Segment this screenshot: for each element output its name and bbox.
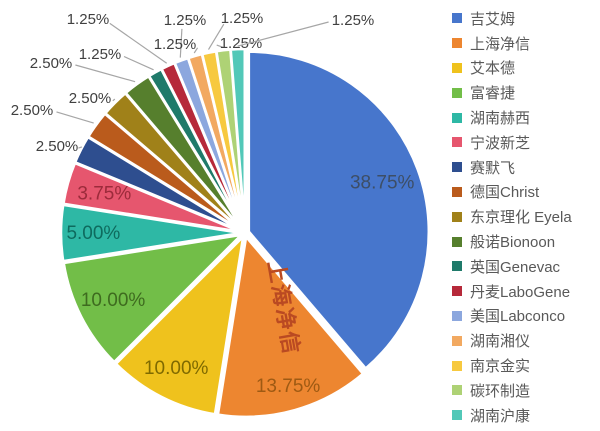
legend-swatch-icon	[452, 13, 462, 24]
leader-line-10	[123, 55, 154, 71]
legend-item-13: 湖南湘仪	[452, 328, 598, 353]
legend-swatch-icon	[452, 335, 462, 346]
legend-swatch-icon	[452, 310, 462, 321]
pie-slice-16	[229, 47, 247, 231]
legend-swatch-icon	[452, 186, 462, 197]
legend-label: 艾本德	[470, 60, 516, 78]
legend-item-14: 南京金实	[452, 353, 598, 378]
legend-label: 吉艾姆	[470, 10, 516, 28]
leader-line-9	[75, 64, 136, 83]
pie-slice-1	[216, 235, 365, 419]
legend-label: 东京理化 Eyela	[470, 209, 572, 227]
legend-item-10: 英国Genevac	[452, 254, 598, 279]
legend-swatch-icon	[452, 112, 462, 123]
legend-item-1: 上海净信	[452, 31, 598, 56]
legend-item-6: 赛默飞	[452, 155, 598, 180]
data-label-inside-0: 38.75%	[350, 172, 415, 193]
legend-label: 美国Labconco	[470, 308, 566, 326]
data-label-outside-12: 1.25%	[164, 12, 207, 29]
legend-label: 富睿捷	[470, 85, 516, 103]
data-label-inside-5: 3.75%	[77, 183, 131, 204]
legend-item-7: 德国Christ	[452, 180, 598, 205]
data-label-outside-14: 1.25%	[221, 10, 264, 27]
legend-label: 湖南湘仪	[470, 333, 531, 351]
data-label-inside-2: 10.00%	[144, 358, 209, 379]
pie-slice-0	[247, 50, 431, 370]
legend-swatch-icon	[452, 360, 462, 371]
data-label-outside-6: 2.50%	[36, 138, 79, 155]
data-label-outside-7: 2.50%	[11, 102, 54, 119]
legend-swatch-icon	[452, 38, 462, 49]
leader-line-12	[179, 28, 183, 58]
legend-item-4: 湖南赫西	[452, 105, 598, 130]
legend-item-12: 美国Labconco	[452, 304, 598, 329]
legend-swatch-icon	[452, 236, 462, 247]
data-label-inside-4: 5.00%	[66, 223, 120, 244]
leader-line-16	[237, 21, 329, 47]
data-label-inside-1: 13.75%	[256, 376, 321, 397]
data-label-outside-15: 1.25%	[220, 35, 263, 52]
data-label-outside-11: 1.25%	[67, 11, 110, 28]
leader-line-8	[112, 98, 116, 102]
legend-swatch-icon	[452, 286, 462, 297]
legend: 吉艾姆上海净信艾本德富睿捷湖南赫西宁波新芝赛默飞德国Christ 东京理化 Eye…	[452, 6, 598, 428]
leader-line-6	[78, 146, 83, 149]
legend-label: 英国Genevac	[470, 258, 561, 276]
legend-label: 上海净信	[470, 35, 531, 53]
leader-line-14	[207, 23, 225, 50]
data-label-outside-16: 1.25%	[332, 12, 375, 29]
legend-item-15: 碳环制造	[452, 378, 598, 403]
legend-item-0: 吉艾姆	[452, 6, 598, 31]
pie-slice-2	[114, 235, 245, 416]
legend-label: 宁波新芝	[470, 134, 531, 152]
legend-label: 般诺Bionoon	[470, 234, 556, 252]
legend-item-9: 般诺Bionoon	[452, 229, 598, 254]
pie-slice-3	[62, 233, 243, 364]
legend-item-8: 东京理化 Eyela	[452, 204, 598, 229]
leader-line-15	[216, 44, 224, 48]
legend-item-2: 艾本德	[452, 56, 598, 81]
legend-label: 湖南沪康	[470, 407, 531, 425]
leader-line-13	[193, 47, 199, 54]
legend-label: 丹麦LaboGene	[470, 283, 571, 301]
legend-item-11: 丹麦LaboGene	[452, 279, 598, 304]
legend-label: 南京金实	[470, 358, 531, 376]
legend-swatch-icon	[452, 261, 462, 272]
leader-line-11	[109, 22, 168, 64]
legend-label: 湖南赫西	[470, 110, 531, 128]
legend-label: 德国Christ	[470, 184, 540, 202]
legend-item-5: 宁波新芝	[452, 130, 598, 155]
legend-swatch-icon	[452, 137, 462, 148]
data-label-outside-8: 2.50%	[69, 90, 112, 107]
legend-swatch-icon	[452, 410, 462, 421]
legend-item-3: 富睿捷	[452, 80, 598, 105]
data-label-outside-9: 2.50%	[30, 55, 73, 72]
data-label-outside-10: 1.25%	[79, 46, 122, 63]
legend-swatch-icon	[452, 385, 462, 396]
legend-item-16: 湖南沪康	[452, 403, 598, 428]
legend-label: 碳环制造	[470, 382, 531, 400]
data-label-inside-3: 10.00%	[81, 290, 146, 311]
legend-swatch-icon	[452, 162, 462, 173]
legend-swatch-icon	[452, 87, 462, 98]
leader-line-7	[56, 111, 94, 124]
legend-swatch-icon	[452, 211, 462, 222]
data-label-outside-13: 1.25%	[154, 36, 197, 53]
legend-swatch-icon	[452, 62, 462, 73]
legend-label: 赛默飞	[470, 159, 516, 177]
